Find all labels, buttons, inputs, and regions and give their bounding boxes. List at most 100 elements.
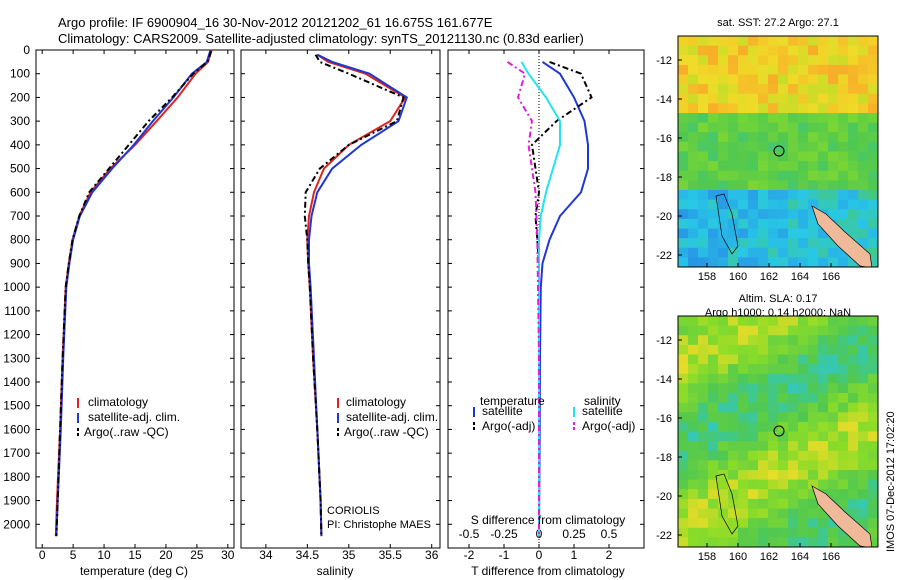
map-cell bbox=[748, 74, 759, 85]
map-cell bbox=[778, 93, 789, 104]
map-cell bbox=[838, 64, 849, 75]
map-cell bbox=[788, 64, 799, 75]
map-cell bbox=[848, 64, 859, 75]
x-tick-label: 35 bbox=[342, 548, 356, 562]
y-tick-label: 0 bbox=[23, 43, 30, 57]
map-cell bbox=[728, 257, 739, 267]
map-cell bbox=[708, 316, 719, 327]
legend-label-sal-argo: Argo(-adj) bbox=[582, 419, 635, 433]
map-cell bbox=[728, 238, 739, 249]
map-cell bbox=[788, 84, 799, 95]
map-cell bbox=[688, 122, 699, 133]
map-cell bbox=[678, 55, 689, 66]
map-cell bbox=[828, 36, 839, 47]
map-cell bbox=[728, 113, 739, 124]
map-cell bbox=[728, 354, 739, 365]
map-cell bbox=[758, 412, 769, 423]
map-cell bbox=[708, 84, 719, 95]
map-cell bbox=[808, 161, 819, 172]
map-cell bbox=[798, 518, 809, 529]
series-line bbox=[54, 49, 213, 537]
map-cell bbox=[758, 180, 769, 191]
map-cell bbox=[688, 518, 699, 529]
x-tick-label: 15 bbox=[128, 548, 142, 562]
map-cell bbox=[838, 161, 849, 172]
map-cell bbox=[708, 113, 719, 124]
map-cell bbox=[678, 228, 689, 239]
t-difference-axis-label: T difference from climatology bbox=[471, 564, 625, 578]
map-cell bbox=[758, 45, 769, 56]
map-cell bbox=[858, 460, 869, 471]
map-cell bbox=[868, 450, 878, 461]
map-cell bbox=[758, 527, 769, 538]
map-cell bbox=[688, 402, 699, 413]
map-cell bbox=[708, 518, 719, 529]
map-cell bbox=[808, 170, 819, 181]
map-cell bbox=[768, 247, 779, 258]
x-tick-label: 2 bbox=[606, 548, 613, 562]
reef-contour bbox=[715, 193, 739, 255]
map-cell bbox=[868, 190, 878, 201]
map-cell bbox=[688, 238, 699, 249]
map-cell bbox=[848, 141, 859, 152]
map-cell bbox=[848, 537, 859, 547]
map-cell bbox=[698, 209, 709, 220]
map-cell bbox=[758, 383, 769, 394]
map-cell bbox=[738, 412, 749, 423]
map-y-tick-label: -16 bbox=[656, 133, 672, 145]
map-cell bbox=[828, 460, 839, 471]
map-cell bbox=[698, 527, 709, 538]
map-cell bbox=[798, 238, 809, 249]
map-cell bbox=[798, 537, 809, 547]
y-tick-label: 1200 bbox=[3, 328, 30, 342]
map-cell bbox=[808, 122, 819, 133]
map-cell bbox=[728, 479, 739, 490]
map-cell bbox=[728, 141, 739, 152]
map-cell bbox=[818, 325, 829, 336]
map-cell bbox=[738, 180, 749, 191]
map-cell bbox=[828, 470, 839, 481]
map-cell bbox=[778, 247, 789, 258]
map-cell bbox=[708, 527, 719, 538]
map-cell bbox=[768, 180, 779, 191]
map-cell bbox=[828, 238, 839, 249]
map-cell bbox=[698, 450, 709, 461]
map-cell bbox=[758, 450, 769, 461]
map-cell bbox=[708, 170, 719, 181]
map-cell bbox=[708, 132, 719, 143]
map-cell bbox=[838, 450, 849, 461]
map-cell bbox=[848, 180, 859, 191]
map-cell bbox=[808, 335, 819, 346]
map-cell bbox=[698, 344, 709, 355]
series-line bbox=[538, 61, 589, 537]
map-cell bbox=[828, 161, 839, 172]
map-cell bbox=[748, 470, 759, 481]
map-cell bbox=[778, 103, 789, 114]
map-cell bbox=[678, 537, 689, 547]
map-cell bbox=[798, 460, 809, 471]
map-cell bbox=[808, 479, 819, 490]
map-cell bbox=[688, 344, 699, 355]
map-cell bbox=[748, 228, 759, 239]
sla-map bbox=[678, 316, 878, 547]
map-cell bbox=[778, 508, 789, 519]
map-cell bbox=[718, 257, 729, 267]
map-cell bbox=[698, 373, 709, 384]
map-cell bbox=[858, 45, 869, 56]
map-cell bbox=[838, 45, 849, 56]
map-cell bbox=[718, 103, 729, 114]
map-cell bbox=[838, 180, 849, 191]
map-cell bbox=[758, 141, 769, 152]
map-cell bbox=[768, 209, 779, 220]
map-cell bbox=[808, 180, 819, 191]
map-cell bbox=[848, 316, 859, 327]
map-cell bbox=[738, 257, 749, 267]
map-cell bbox=[728, 489, 739, 500]
map-cell bbox=[798, 412, 809, 423]
x-tick-label: 34 bbox=[259, 548, 273, 562]
map-cell bbox=[848, 364, 859, 375]
map-cell bbox=[838, 354, 849, 365]
map-cell bbox=[768, 141, 779, 152]
y-tick-label: 700 bbox=[10, 209, 30, 223]
map-cell bbox=[778, 209, 789, 220]
